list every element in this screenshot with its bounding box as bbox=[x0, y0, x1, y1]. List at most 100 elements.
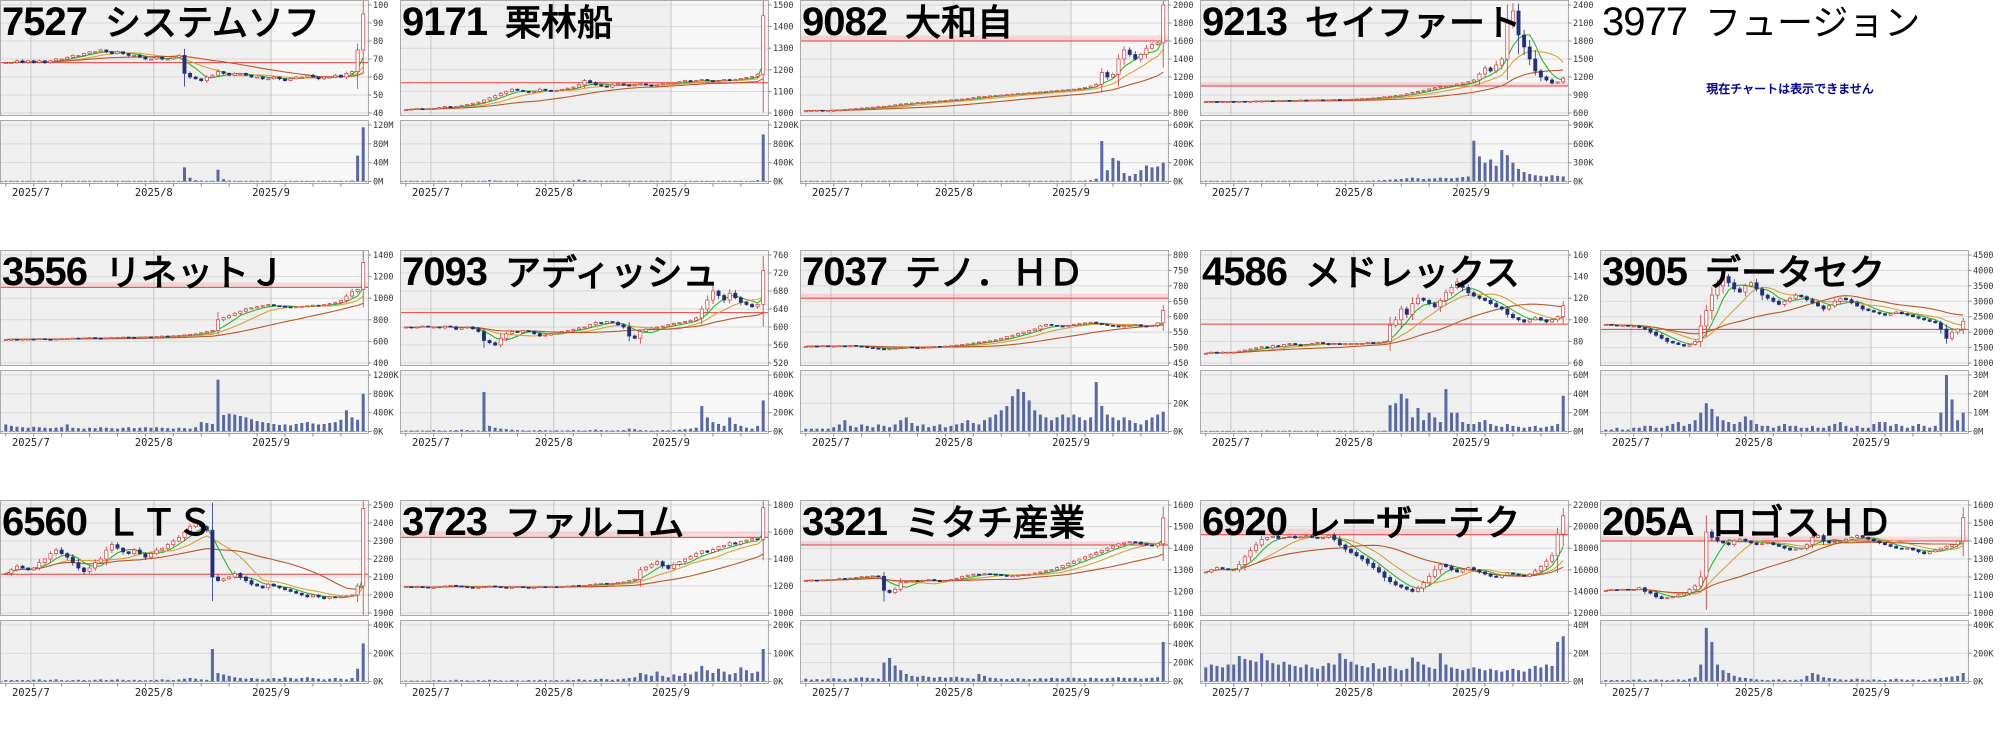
volume-tick-label: 200K bbox=[1173, 159, 1194, 169]
x-axis-month-label: 2025/9 bbox=[652, 187, 690, 199]
candles bbox=[803, 1, 1166, 113]
candlestick-chart: 2000 1800 1600 1400 1200 1000 800 600K 400K 200K 0… bbox=[800, 0, 1194, 199]
volume-bars bbox=[4, 643, 365, 682]
x-axis-month-label: 2025/8 bbox=[135, 687, 173, 699]
volume-bars bbox=[804, 641, 1165, 682]
volume-bars bbox=[804, 141, 1165, 182]
volume-bars bbox=[404, 391, 765, 432]
last-month-shade bbox=[271, 501, 368, 615]
price-tick-label: 1200 bbox=[773, 582, 793, 592]
last-month-shade bbox=[271, 1, 368, 115]
volume-bars bbox=[1204, 636, 1565, 682]
price-tick-label: 140 bbox=[1573, 273, 1588, 283]
volume-tick-label: 400K bbox=[1173, 140, 1194, 150]
last-month-shade-volume bbox=[1471, 371, 1568, 433]
stock-cell-3723[interactable]: 1800 1600 1400 1200 1000 200K 100K 0K 2025/7 2025… bbox=[400, 500, 800, 750]
price-tick-label: 20000 bbox=[1573, 523, 1599, 533]
volume-tick-label: 0K bbox=[773, 428, 784, 438]
candlestick-chart: 1800 1600 1400 1200 1000 200K 100K 0K 2025/7 2025… bbox=[400, 500, 794, 699]
price-tick-label: 650 bbox=[1173, 297, 1188, 307]
volume-tick-label: 900K bbox=[1573, 121, 1594, 131]
price-tick-label: 680 bbox=[773, 287, 788, 297]
candles bbox=[1603, 273, 1966, 348]
volume-tick-label: 80M bbox=[373, 140, 388, 150]
stock-cell-6920[interactable]: 22000 20000 18000 16000 14000 12000 40M 20M 0M 20… bbox=[1200, 500, 1600, 750]
stock-cell-9171[interactable]: 1500 1400 1300 1200 1100 1000 1200K 800K 400K 0K 2… bbox=[400, 0, 800, 250]
x-axis-month-label: 2025/8 bbox=[535, 187, 573, 199]
price-tick-label: 1000 bbox=[1973, 609, 1993, 619]
volume-tick-label: 40M bbox=[1573, 390, 1588, 400]
moving-average-line bbox=[405, 78, 764, 111]
price-tick-label: 18000 bbox=[1573, 544, 1599, 554]
x-axis-month-label: 2025/8 bbox=[135, 437, 173, 449]
x-axis-month-label: 2025/7 bbox=[12, 187, 50, 199]
stock-cell-3321[interactable]: 1600 1500 1400 1300 1200 1100 600K 400K 200K 0K 20… bbox=[800, 500, 1200, 750]
price-tick-label: 600 bbox=[1573, 109, 1588, 119]
price-tick-label: 100 bbox=[373, 1, 388, 11]
candlestick-chart: 100 90 80 70 60 50 40 120M 80M 40M 0M 2025/7 2025/8 2… bbox=[0, 0, 393, 199]
price-tick-label: 1400 bbox=[1173, 55, 1193, 65]
stock-cell-3556[interactable]: 1400 1200 1000 800 600 400 1200K 800K 400K 0K 2025… bbox=[0, 250, 400, 500]
moving-average-line bbox=[1605, 286, 1964, 341]
x-axis-month-label: 2025/8 bbox=[935, 687, 973, 699]
reference-band bbox=[1601, 536, 1968, 541]
volume-tick-label: 0K bbox=[1573, 178, 1584, 188]
stock-cell-7093[interactable]: 760 720 680 640 600 560 520 600K 400K 200K 0K 2025/… bbox=[400, 250, 800, 500]
stock-cell-3977[interactable]: 3977 フュージョン 現在チャートは表示できません bbox=[1600, 0, 2000, 250]
last-month-shade-volume bbox=[271, 621, 368, 683]
volume-tick-label: 1200K bbox=[373, 371, 399, 381]
x-axis-month-label: 2025/9 bbox=[252, 187, 290, 199]
moving-average-line bbox=[5, 548, 364, 590]
price-tick-label: 2200 bbox=[373, 555, 393, 565]
volume-bars bbox=[804, 382, 1165, 432]
volume-tick-label: 0M bbox=[1573, 678, 1583, 688]
price-tick-label: 12000 bbox=[1573, 609, 1599, 619]
price-tick-label: 4500 bbox=[1973, 251, 1993, 261]
last-month-shade-volume bbox=[1071, 621, 1168, 683]
candles bbox=[403, 1, 766, 113]
x-axis-month-label: 2025/7 bbox=[1212, 687, 1250, 699]
last-month-shade-volume bbox=[671, 121, 768, 183]
stock-cell-9082[interactable]: 2000 1800 1600 1400 1200 1000 800 600K 400K 200K 0… bbox=[800, 0, 1200, 250]
price-tick-label: 50 bbox=[373, 91, 383, 101]
volume-tick-label: 400K bbox=[773, 159, 794, 169]
stock-cell-205A[interactable]: 1600 1500 1400 1300 1200 1100 1000 400K 200K 0K 20… bbox=[1600, 500, 2000, 750]
price-tick-label: 1100 bbox=[773, 87, 793, 97]
price-tick-label: 2400 bbox=[1573, 1, 1593, 11]
price-tick-label: 520 bbox=[773, 359, 788, 369]
candlestick-chart: 22000 20000 18000 16000 14000 12000 40M 20M 0M 20… bbox=[1200, 500, 1599, 699]
reference-band bbox=[801, 35, 1168, 41]
stock-cell-4586[interactable]: 160 140 120 100 80 60 60M 40M 20M 0M 2025/7 2025/8 2… bbox=[1200, 250, 1600, 500]
stock-cell-6560[interactable]: 2500 2400 2300 2200 2100 2000 1900 400K 200K 0K 20… bbox=[0, 500, 400, 750]
stock-cell-7527[interactable]: 100 90 80 70 60 50 40 120M 80M 40M 0M 2025/7 2025/8 2… bbox=[0, 0, 400, 250]
stock-cell-9213[interactable]: 2400 2100 1800 1500 1200 900 600 900K 600K 300K 0K… bbox=[1200, 0, 1600, 250]
volume-tick-label: 40M bbox=[1573, 621, 1588, 631]
x-axis-month-label: 2025/9 bbox=[1052, 687, 1090, 699]
price-tick-label: 160 bbox=[1573, 251, 1588, 261]
last-month-shade bbox=[1471, 251, 1568, 365]
price-tick-label: 720 bbox=[773, 269, 788, 279]
price-tick-label: 1000 bbox=[773, 609, 793, 619]
price-tick-label: 2000 bbox=[1173, 1, 1193, 11]
price-tick-label: 14000 bbox=[1573, 587, 1599, 597]
volume-tick-label: 0K bbox=[373, 678, 384, 688]
candles bbox=[3, 251, 366, 341]
volume-tick-label: 200K bbox=[373, 649, 394, 659]
x-axis-month-label: 2025/7 bbox=[412, 437, 450, 449]
stock-name: フュージョン bbox=[1704, 2, 1921, 43]
price-tick-label: 3000 bbox=[1973, 297, 1993, 307]
last-month-shade-volume bbox=[1871, 621, 1968, 683]
x-axis-month-label: 2025/9 bbox=[1852, 687, 1890, 699]
volume-tick-label: 200K bbox=[773, 409, 794, 419]
stock-code: 3977 bbox=[1602, 0, 1688, 44]
price-tick-label: 550 bbox=[1173, 328, 1188, 338]
candles bbox=[803, 506, 1166, 602]
stock-cell-3905[interactable]: 4500 4000 3500 3000 2500 2000 1500 1000 30M 20M 10… bbox=[1600, 250, 2000, 500]
candles bbox=[1203, 507, 1566, 593]
x-axis-month-label: 2025/8 bbox=[935, 187, 973, 199]
price-tick-label: 40 bbox=[373, 109, 383, 119]
stock-cell-7037[interactable]: 800 750 700 650 600 550 500 450 40K 20K 0K 2025/7 20… bbox=[800, 250, 1200, 500]
price-tick-label: 60 bbox=[1573, 359, 1583, 369]
x-axis-month-label: 2025/7 bbox=[12, 437, 50, 449]
volume-bars bbox=[404, 649, 765, 682]
